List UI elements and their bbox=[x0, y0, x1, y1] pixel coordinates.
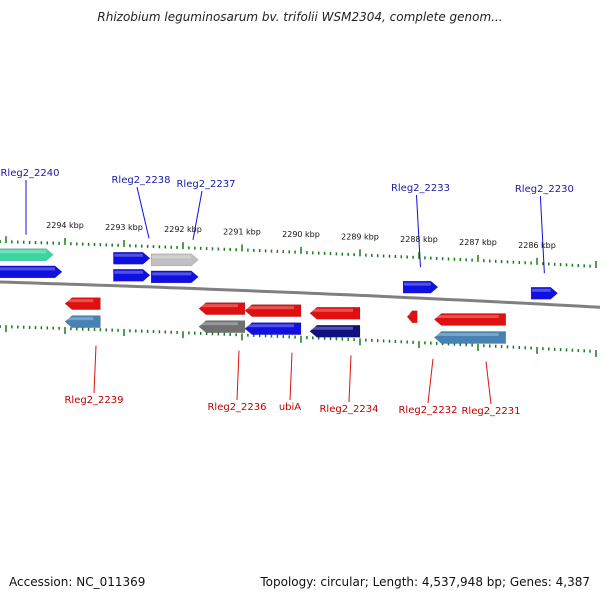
label-leader bbox=[289, 352, 293, 401]
label-leader bbox=[93, 345, 97, 394]
accession-text: Accession: NC_011369 bbox=[9, 575, 146, 589]
gene-label: Rleg2_2234 bbox=[319, 404, 378, 415]
gene-label: Rleg2_2240 bbox=[0, 168, 59, 179]
label-leader bbox=[348, 355, 352, 403]
gene-highlight bbox=[152, 255, 192, 259]
backbone-track bbox=[0, 280, 600, 309]
label-leader bbox=[415, 194, 421, 268]
topology-text: Topology: circular; Length: 4,537,948 bp… bbox=[260, 575, 590, 589]
gene-highlight bbox=[114, 253, 143, 257]
gene-label: Rleg2_2230 bbox=[515, 184, 574, 195]
gene-highlight bbox=[0, 250, 47, 254]
gene-label: Rleg2_2233 bbox=[391, 183, 450, 194]
scale-label: 2290 kbp bbox=[282, 230, 320, 239]
label-leader bbox=[192, 190, 203, 240]
gene-label: Rleg2_2231 bbox=[461, 406, 520, 417]
gene-labels: Rleg2_2240 Rleg2_2238 Rleg2_2237 Rleg2_2233… bbox=[0, 168, 573, 417]
gene-label: Rleg2_2232 bbox=[398, 405, 457, 416]
gene-label: Rleg2_2238 bbox=[111, 175, 170, 186]
scale-label: 2293 kbp bbox=[105, 223, 143, 232]
gene-highlight bbox=[408, 312, 411, 316]
gene-arrow[interactable] bbox=[113, 269, 151, 282]
label-leader bbox=[485, 361, 492, 405]
label-leader bbox=[236, 350, 240, 401]
gene-arrow[interactable] bbox=[530, 287, 559, 300]
label-leader bbox=[427, 358, 434, 404]
gene-highlight bbox=[310, 326, 353, 330]
gene-arrow[interactable] bbox=[0, 248, 54, 261]
label-leader bbox=[136, 186, 150, 239]
gene-highlight bbox=[0, 267, 56, 271]
gene-highlight bbox=[152, 272, 192, 276]
gene-label: Rleg2_2237 bbox=[176, 179, 235, 190]
scale-label: 2289 kbp bbox=[341, 232, 379, 241]
gene-arrow[interactable] bbox=[309, 307, 361, 320]
gene-highlight bbox=[199, 304, 238, 308]
label-leader bbox=[539, 195, 545, 274]
gene-arrow[interactable] bbox=[244, 304, 302, 317]
label-leader-lines bbox=[25, 180, 545, 405]
scale-labels: 2294 kbp 2293 kbp 2292 kbp 2291 kbp 2290 kbp… bbox=[46, 221, 556, 250]
gene-label: ubiA bbox=[279, 402, 301, 413]
gene-arrow[interactable] bbox=[0, 265, 63, 279]
gene-arrow[interactable] bbox=[150, 270, 199, 284]
gene-highlight bbox=[404, 282, 431, 286]
gene-arrow[interactable] bbox=[433, 313, 506, 326]
gene-highlight bbox=[66, 317, 94, 321]
gene-highlight bbox=[245, 324, 294, 328]
gene-highlight bbox=[114, 270, 143, 274]
gene-arrow[interactable] bbox=[150, 253, 199, 267]
gene-arrow[interactable] bbox=[198, 320, 246, 333]
scale-label: 2294 kbp bbox=[46, 221, 84, 230]
gene-arrow[interactable] bbox=[309, 325, 361, 338]
gene-arrow[interactable] bbox=[198, 302, 246, 315]
scale-label: 2286 kbp bbox=[518, 241, 556, 250]
gene-arrow[interactable] bbox=[433, 331, 506, 344]
scale-label: 2292 kbp bbox=[164, 225, 202, 234]
scale-ticks-bottom bbox=[0, 325, 597, 357]
gene-features[interactable] bbox=[0, 248, 559, 344]
gene-highlight bbox=[435, 333, 499, 337]
gene-label: Rleg2_2236 bbox=[207, 402, 266, 413]
gene-highlight bbox=[310, 308, 353, 312]
backbone-line bbox=[0, 280, 600, 309]
gene-highlight bbox=[199, 322, 238, 326]
scale-label: 2287 kbp bbox=[459, 238, 497, 247]
scale-label: 2288 kbp bbox=[400, 235, 438, 244]
gene-highlight bbox=[245, 306, 294, 310]
gene-label: Rleg2_2239 bbox=[64, 395, 123, 406]
gene-arrow[interactable] bbox=[244, 322, 302, 335]
gene-arrow[interactable] bbox=[64, 315, 101, 328]
gene-arrow[interactable] bbox=[113, 252, 151, 265]
scale-ticks-top bbox=[0, 236, 597, 268]
scale-label: 2291 kbp bbox=[223, 227, 261, 236]
gene-highlight bbox=[532, 288, 551, 292]
gene-arrow[interactable] bbox=[64, 297, 101, 310]
gene-highlight bbox=[66, 299, 94, 303]
diagram-title: Rhizobium leguminosarum bv. trifolii WSM… bbox=[97, 10, 503, 24]
gene-arrow[interactable] bbox=[406, 310, 418, 324]
gene-arrow[interactable] bbox=[402, 280, 439, 294]
gene-highlight bbox=[435, 315, 499, 319]
